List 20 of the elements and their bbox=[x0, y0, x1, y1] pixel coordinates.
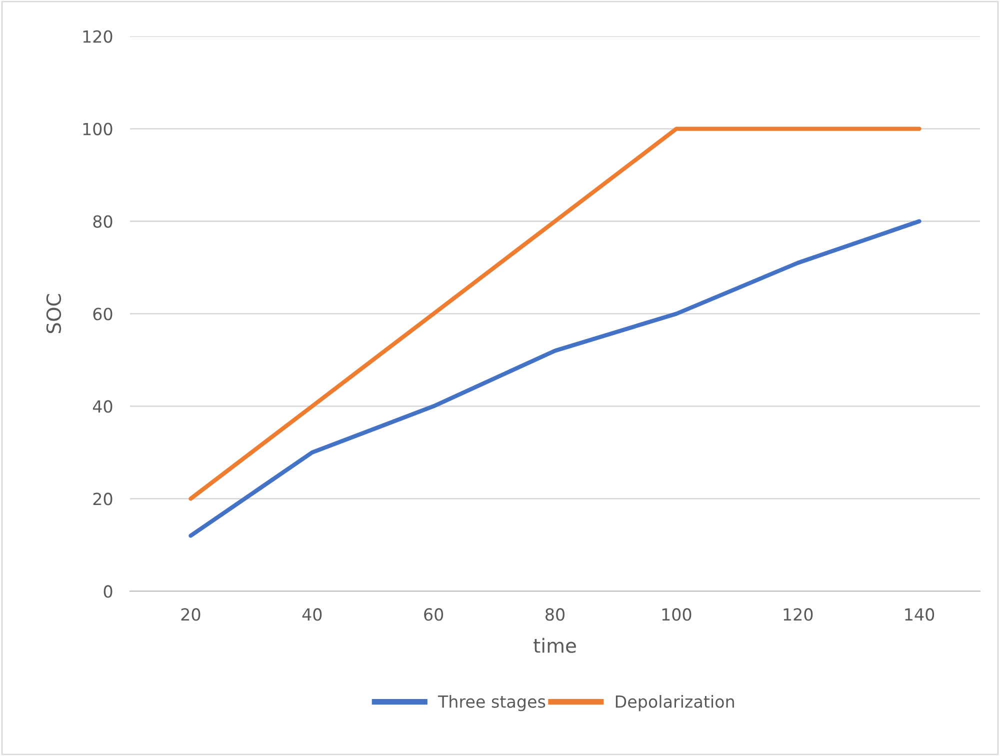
line-series bbox=[188, 219, 922, 538]
x-tick-label: 40 bbox=[302, 608, 322, 621]
x-tick-label: 60 bbox=[424, 608, 444, 621]
y-tick-label: 20 bbox=[93, 492, 112, 506]
y-tick-label: 80 bbox=[93, 215, 112, 228]
y-tick-label: 120 bbox=[83, 30, 112, 43]
x-tick-label: 20 bbox=[181, 608, 200, 621]
y-axis-title: SOC bbox=[46, 294, 62, 334]
line-series bbox=[188, 126, 922, 501]
legend-label: Depolarization bbox=[616, 694, 734, 712]
x-tick-label: 140 bbox=[905, 608, 934, 621]
x-tick-label: 100 bbox=[662, 608, 692, 621]
y-tick-label: 100 bbox=[83, 122, 112, 136]
y-tick-label: 60 bbox=[93, 308, 112, 320]
x-axis-title: time bbox=[534, 638, 576, 653]
y-tick-label: 40 bbox=[92, 400, 112, 413]
legend-label: Three stages bbox=[438, 694, 546, 712]
y-tick-label: 0 bbox=[104, 585, 112, 598]
x-tick-label: 80 bbox=[546, 608, 564, 621]
x-tick-label: 120 bbox=[784, 608, 813, 621]
